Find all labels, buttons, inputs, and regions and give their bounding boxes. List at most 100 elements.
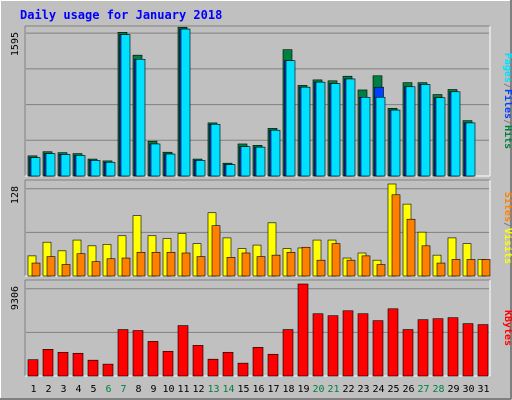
bar-pages xyxy=(45,153,56,177)
bar-sites xyxy=(241,252,251,277)
bar-kbytes xyxy=(477,324,489,377)
bar-kbytes xyxy=(57,351,69,377)
bar-kbytes xyxy=(417,319,429,377)
bar-kbytes xyxy=(42,349,54,377)
x-tick-label: 19 xyxy=(297,384,309,395)
x-tick-label: 4 xyxy=(75,384,81,395)
bar-sites xyxy=(31,262,41,277)
x-tick-label: 11 xyxy=(177,384,189,395)
bar-sites xyxy=(421,245,431,277)
bar-sites xyxy=(106,258,116,277)
bar-pages xyxy=(285,60,296,177)
x-tick-label: 28 xyxy=(432,384,444,395)
bar-kbytes xyxy=(402,329,414,377)
x-tick-label: 2 xyxy=(45,384,51,395)
x-tick-label: 31 xyxy=(477,384,489,395)
bar-kbytes xyxy=(237,362,249,377)
bar-pages xyxy=(210,123,221,177)
x-tick-label: 12 xyxy=(192,384,204,395)
bar-kbytes xyxy=(147,341,159,377)
bar-kbytes xyxy=(447,317,459,377)
bar-pages xyxy=(150,143,161,177)
x-tick-label: 21 xyxy=(327,384,339,395)
x-tick-label: 29 xyxy=(447,384,459,395)
bar-pages xyxy=(75,155,86,177)
x-tick-label: 18 xyxy=(282,384,294,395)
bar-sites xyxy=(271,254,281,277)
bar-sites xyxy=(481,259,491,277)
bar-pages xyxy=(60,154,71,177)
x-tick-label: 27 xyxy=(417,384,429,395)
y-max-label: 1595 xyxy=(10,32,21,56)
x-tick-label: 16 xyxy=(252,384,264,395)
bar-sites xyxy=(91,261,101,277)
x-tick-label: 23 xyxy=(357,384,369,395)
bar-kbytes xyxy=(462,323,474,377)
x-tick-label: 25 xyxy=(387,384,399,395)
legend-entry: KBytes xyxy=(502,310,512,346)
bar-sites xyxy=(256,256,266,277)
bar-kbytes xyxy=(117,329,129,377)
x-tick-label: 7 xyxy=(120,384,126,395)
bar-pages xyxy=(360,96,371,177)
x-tick-label: 14 xyxy=(222,384,234,395)
bar-sites xyxy=(151,251,161,277)
y-max-label: 128 xyxy=(10,186,21,204)
x-tick-label: 5 xyxy=(90,384,96,395)
x-tick-label: 15 xyxy=(237,384,249,395)
bar-kbytes xyxy=(267,353,279,377)
x-tick-label: 1 xyxy=(30,384,36,395)
bar-sites xyxy=(286,251,296,277)
y-max-label: 9306 xyxy=(10,286,21,310)
bar-kbytes xyxy=(297,283,309,377)
x-tick-label: 10 xyxy=(162,384,174,395)
legend-entry: Pages xyxy=(502,53,512,83)
x-tick-label: 20 xyxy=(312,384,324,395)
bar-pages xyxy=(420,84,431,177)
bar-sites xyxy=(451,259,461,277)
bar-sites xyxy=(316,259,326,277)
bar-kbytes xyxy=(312,313,324,377)
bar-sites xyxy=(226,257,236,277)
bar-pages xyxy=(270,129,281,177)
bar-kbytes xyxy=(372,320,384,377)
x-tick-label: 13 xyxy=(207,384,219,395)
bar-sites xyxy=(391,194,401,277)
bar-kbytes xyxy=(162,350,174,377)
panel-hits_files_pages: 1595 Pages/Files/Hits xyxy=(10,25,512,177)
bar-pages xyxy=(180,28,191,177)
x-tick-label: 24 xyxy=(372,384,384,395)
panel-kbytes: 9306 KBytes xyxy=(10,279,512,377)
bar-sites xyxy=(181,252,191,277)
x-tick-label: 30 xyxy=(462,384,474,395)
bar-pages xyxy=(120,34,131,177)
bar-sites xyxy=(166,251,176,277)
bar-pages xyxy=(30,157,41,177)
x-tick-label: 22 xyxy=(342,384,354,395)
bar-pages xyxy=(390,109,401,177)
legend: Pages/Files/Hits xyxy=(502,53,512,149)
x-axis-labels: 1 2 3 4 5 6 7 8 9 10 11 12 13 14 15 16 17 18 19 20 21 22 23 24 2… xyxy=(30,384,489,395)
bar-kbytes xyxy=(432,318,444,377)
bar-kbytes xyxy=(72,352,84,377)
bar-pages xyxy=(225,164,236,177)
bar-sites xyxy=(76,253,86,277)
bar-pages xyxy=(195,160,206,177)
legend-entry: / xyxy=(502,83,512,89)
bar-sites xyxy=(211,225,221,277)
bar-pages xyxy=(105,161,116,177)
x-tick-label: 26 xyxy=(402,384,414,395)
bar-sites xyxy=(361,255,371,277)
bar-pages xyxy=(435,97,446,177)
bar-sites xyxy=(331,243,341,277)
bar-pages xyxy=(450,91,461,177)
bar-kbytes xyxy=(27,359,39,377)
legend-entry: Sites xyxy=(502,192,512,222)
bar-pages xyxy=(135,58,146,177)
bar-sites xyxy=(46,256,56,277)
bar-sites xyxy=(136,251,146,277)
bar-pages xyxy=(240,146,251,177)
bar-pages xyxy=(405,86,416,177)
